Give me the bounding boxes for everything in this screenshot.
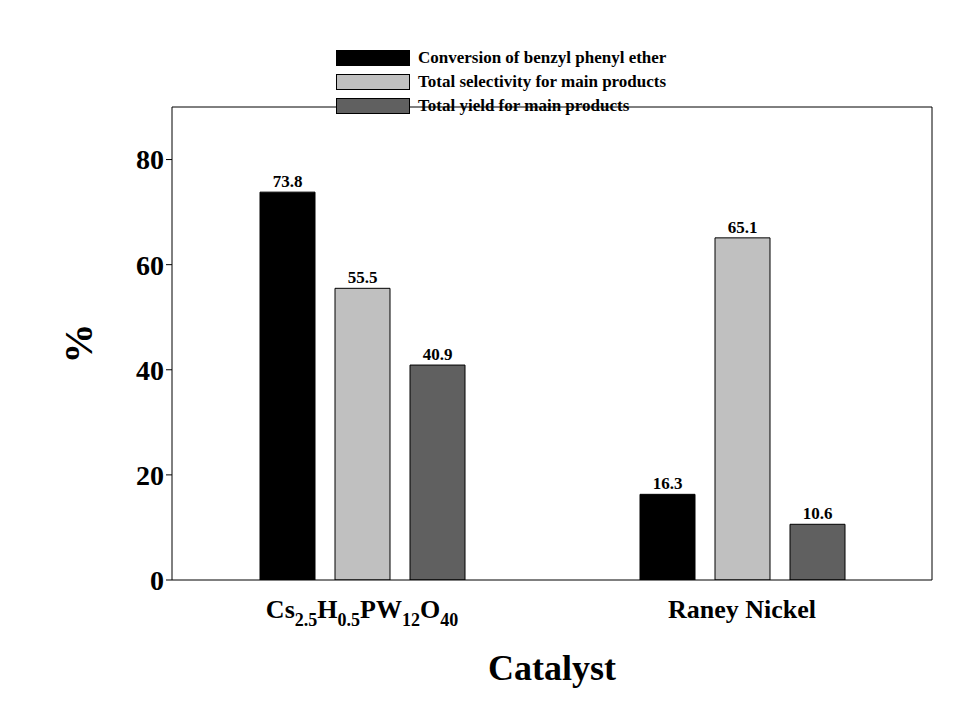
svg-text:Cs2.5H0.5PW12O40: Cs2.5H0.5PW12O40 [266,595,458,630]
svg-text:20: 20 [136,460,164,491]
svg-text:16.3: 16.3 [653,474,683,493]
svg-text:73.8: 73.8 [273,172,303,191]
svg-text:10.6: 10.6 [803,504,833,523]
html-text:Conversion of benzyl phenyl et: Conversion of benzyl phenyl ether [418,48,667,67]
svg-text:40.9: 40.9 [423,345,453,364]
svg-text:60: 60 [136,250,164,281]
svg-text:80: 80 [136,144,164,175]
svg-text:40: 40 [136,355,164,386]
html-text:Total yield for main products: Total yield for main products [418,96,630,115]
svg-text:Catalyst: Catalyst [488,648,616,688]
svg-text:Raney Nickel: Raney Nickel [668,595,816,624]
svg-text:55.5: 55.5 [348,268,378,287]
svg-text:65.1: 65.1 [728,218,758,237]
html-text:Total selectivity for main pro: Total selectivity for main products [418,72,667,91]
svg-text:0: 0 [150,565,164,596]
svg-text:%: % [56,324,101,364]
